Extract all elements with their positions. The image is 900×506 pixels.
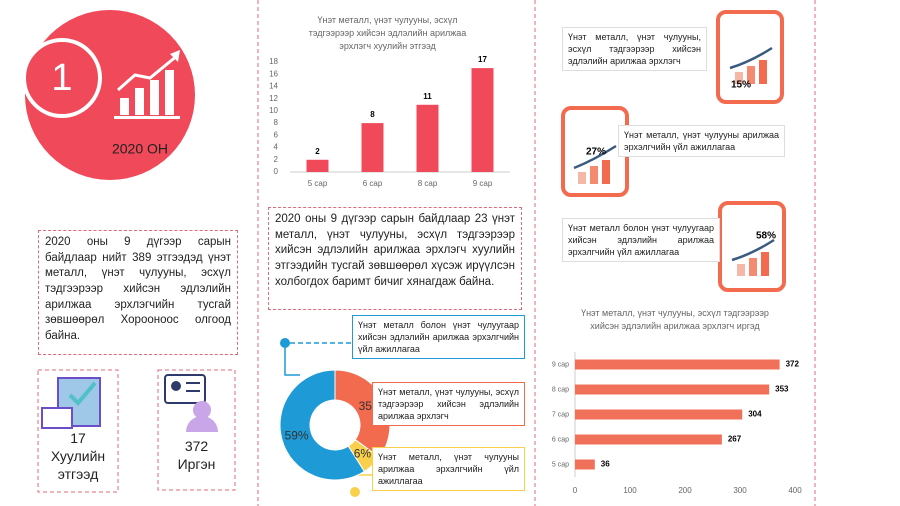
column-dividers [257,0,816,506]
phone-percent: 27% [586,147,606,158]
stat-value: 17 [70,430,86,446]
stat-label: Иргэн [177,456,216,472]
value-label: 59% [285,428,309,442]
badge-number: 1 [51,57,72,99]
value-label: 372 [786,360,800,369]
y-tick-label: 9 сар [552,361,569,368]
y-tick-label: 12 [269,94,278,103]
phone-text: Үнэт металл болон үнэт чулуугаар хийсэн … [562,218,720,263]
y-tick-label: 16 [269,69,278,78]
value-label: 8 [370,110,375,119]
y-tick-label: 10 [269,106,278,115]
connector-dot [280,338,290,348]
phone-text: Үнэт металл, үнэт чулууны арилжаа эрхэлг… [618,125,785,158]
bar [471,68,494,172]
person-icon [164,374,218,432]
badge-icon [114,50,180,119]
value-label: 17 [478,55,487,64]
y-tick-label: 2 [274,155,279,164]
phone-charts [573,46,775,276]
x-tick-label: 6 сар [363,179,383,188]
y-tick-label: 8 [274,118,279,127]
connector-dot [350,487,360,497]
value-label: 2 [315,147,320,156]
badge-number-circle [22,38,102,118]
stat-label: Хуулийн этгээд [50,448,106,482]
chart-title: Үнэт металл, үнэт чулууны, эсхүл тэдгээр… [308,15,467,52]
bar [361,123,384,172]
phone-percent: 58% [756,231,776,242]
x-tick-label: 100 [623,486,637,495]
y-tick-label: 18 [269,57,278,66]
x-tick-label: 5 сар [308,179,328,188]
x-tick-label: 300 [733,486,747,495]
bar [306,159,329,172]
value-label: 6% [354,446,372,460]
y-tick-label: 7 сар [552,411,569,418]
stat-box [37,369,119,493]
phone-percent: 15% [731,80,751,91]
bar [575,434,722,445]
x-tick-label: 200 [678,486,692,495]
bar [575,409,743,420]
badge-year: 2020 ОН [112,141,168,157]
donut-legend-blue: Үнэт металл болон үнэт чулуугаар хийсэн … [352,315,525,360]
y-tick-label: 6 сар [552,436,569,443]
y-tick-label: 5 сар [552,461,569,468]
summary-text: 2020 оны 9 дүгээр сарын байдлаар нийт 38… [38,230,238,355]
bar [575,459,595,470]
chart-title: Үнэт металл, үнэт чулууны, эсхүл тэдгээр… [581,308,769,332]
y-tick-label: 4 [274,143,279,152]
stat-value: 372 [184,438,209,454]
donut-legend-yellow: Үнэт металл, үнэт чулууны арилжаа эрхэлг… [372,447,525,492]
stat-box [157,369,236,491]
x-tick-label: 400 [788,486,802,495]
value-label: 267 [728,435,742,444]
phone-text: Үнэт металл, үнэт чулууны, эсхүл тэдгээр… [562,27,707,72]
y-tick-label: 14 [269,82,278,91]
company-icon [41,377,101,429]
bar [416,104,439,172]
donut-slice [279,369,366,481]
y-tick-label: 8 сар [552,386,569,393]
value-label: 36 [601,460,610,469]
x-tick-label: 9 сар [473,179,493,188]
value-label: 304 [748,410,762,419]
value-label: 11 [423,92,432,101]
donut-legend-orange: Үнэт металл, үнэт чулууны, эсхүл тэдгээр… [372,382,525,427]
x-tick-label: 0 [573,486,578,495]
status-note: 2020 оны 9 дүгээр сарын байдлаар 23 үнэт… [268,207,522,310]
y-tick-label: 6 [274,130,279,139]
value-label: 353 [775,385,789,394]
bar [575,359,780,370]
y-tick-label: 0 [274,167,279,176]
x-tick-label: 8 сар [418,179,438,188]
bar [575,384,770,395]
